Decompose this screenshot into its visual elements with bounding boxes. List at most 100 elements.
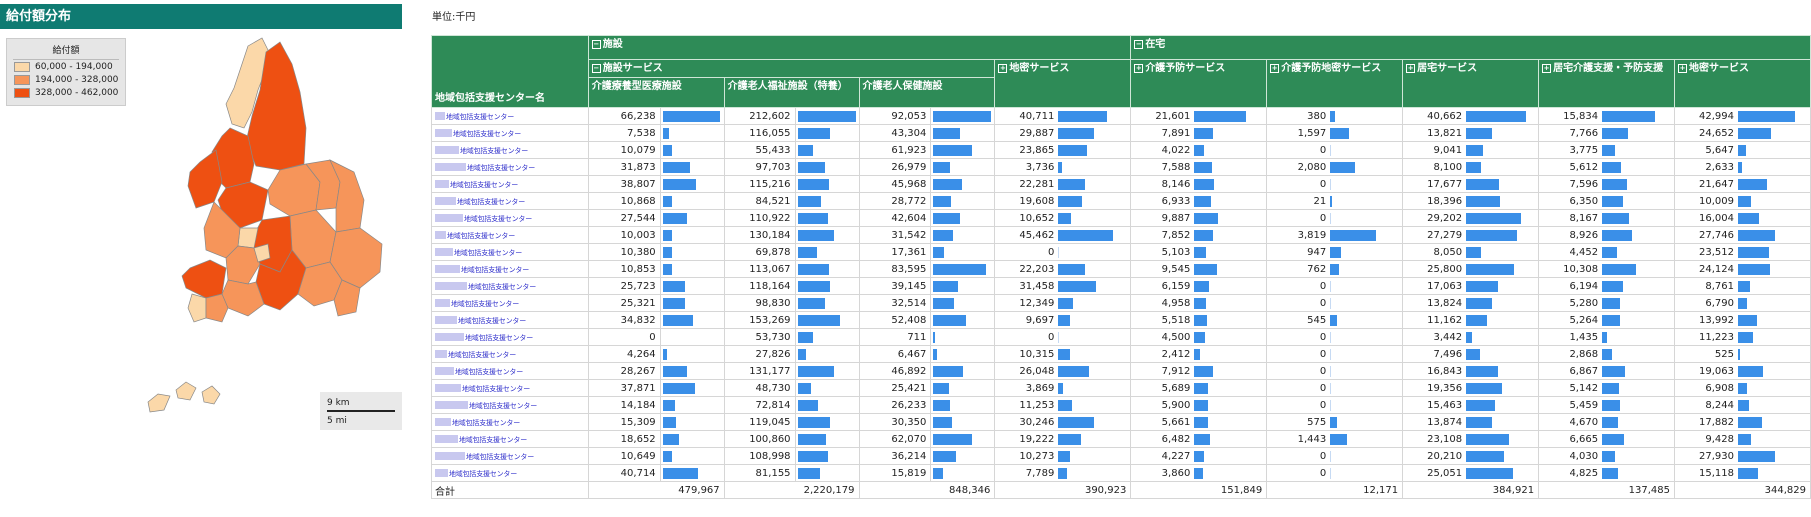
- center-name-link[interactable]: 地域包括支援センター: [431, 175, 589, 193]
- center-name-link[interactable]: 地域包括支援センター: [431, 277, 589, 295]
- center-name-link[interactable]: 地域包括支援センター: [431, 464, 589, 482]
- expand-icon[interactable]: +: [1542, 64, 1552, 73]
- expand-icon[interactable]: +: [1678, 64, 1687, 73]
- center-name-link[interactable]: 地域包括支援センター: [431, 447, 589, 465]
- center-name-link[interactable]: 地域包括支援センター: [431, 396, 589, 414]
- header-col-chiiki1[interactable]: + 地密サービス: [994, 59, 1132, 108]
- expand-icon[interactable]: +: [1406, 64, 1416, 73]
- cell-value: 32,514: [858, 294, 932, 312]
- expand-icon[interactable]: +: [998, 64, 1008, 73]
- choropleth-map[interactable]: [130, 32, 390, 432]
- center-name-link[interactable]: 地域包括支援センター: [431, 413, 589, 431]
- collapse-icon[interactable]: −: [1134, 40, 1144, 49]
- value-text: 3,819: [1297, 229, 1327, 241]
- map-region[interactable]: [217, 181, 269, 229]
- header-col-label: 居宅サービス: [1417, 63, 1478, 74]
- table-row: 地域包括支援センター 10,868 84,521 28,772 19,608 6,933 2…: [431, 192, 1811, 210]
- value-bar: [933, 161, 951, 173]
- header-group-home[interactable]: − 在宅: [1130, 35, 1811, 60]
- collapse-icon[interactable]: −: [591, 64, 601, 73]
- value-bar: [662, 263, 672, 275]
- map-region[interactable]: [333, 279, 361, 317]
- value-text: 8,167: [1569, 212, 1599, 224]
- value-text: 5,280: [1569, 297, 1599, 309]
- collapse-icon[interactable]: −: [591, 40, 601, 49]
- center-name-link[interactable]: 地域包括支援センター: [431, 124, 589, 142]
- center-name-text: 地域包括支援センター: [455, 367, 523, 376]
- cell-value: 10,649: [587, 447, 661, 465]
- redacted-name: [435, 230, 446, 239]
- map-region[interactable]: [253, 243, 271, 263]
- cell-value: 2,868: [1538, 345, 1675, 363]
- cell-value: 40,714: [587, 464, 661, 482]
- value-text: 13,821: [1427, 127, 1463, 139]
- cell-value: 3,442: [1402, 328, 1540, 346]
- center-name-link[interactable]: 地域包括支援センター: [431, 260, 589, 278]
- table-row: 地域包括支援センター 15,309 119,045 30,350 30,246 5,661…: [431, 413, 1811, 431]
- center-name-text: 地域包括支援センター: [459, 435, 527, 444]
- cell-value: 25,800: [1402, 260, 1540, 278]
- value-text: 4,452: [1569, 246, 1599, 258]
- header-col-yobo-chiiki[interactable]: + 介護予防地密サービス: [1266, 59, 1404, 108]
- value-text: 0: [1319, 297, 1327, 309]
- map-region[interactable]: [187, 149, 223, 209]
- header-col-yobo[interactable]: + 介護予防サービス: [1130, 59, 1268, 108]
- center-name-link[interactable]: 地域包括支援センター: [431, 430, 589, 448]
- map-region[interactable]: [181, 259, 227, 299]
- cell-value: 100,860: [723, 430, 796, 448]
- header-col-chiiki2[interactable]: + 地密サービス: [1674, 59, 1811, 108]
- value-bar: [1602, 110, 1656, 122]
- center-name-link[interactable]: 地域包括支援センター: [431, 379, 589, 397]
- center-name-link[interactable]: 地域包括支援センター: [431, 328, 589, 346]
- center-name-link[interactable]: 地域包括支援センター: [431, 192, 589, 210]
- cell-bar: [659, 175, 725, 193]
- map-region[interactable]: [147, 393, 171, 413]
- cell-value: 31,458: [994, 277, 1132, 295]
- center-name-text: 地域包括支援センター: [469, 401, 537, 410]
- center-name-link[interactable]: 地域包括支援センター: [431, 243, 589, 261]
- map-region[interactable]: [187, 293, 207, 323]
- cell-value: 153,269: [723, 311, 796, 329]
- cell-value: 6,482: [1130, 430, 1268, 448]
- value-bar: [662, 433, 679, 445]
- center-name-link[interactable]: 地域包括支援センター: [431, 141, 589, 159]
- map-region[interactable]: [175, 381, 197, 401]
- center-name-link[interactable]: 地域包括支援センター: [431, 209, 589, 227]
- header-sub-facility-service[interactable]: − 施設サービス: [587, 59, 996, 78]
- value-bar: [933, 127, 961, 139]
- center-name-link[interactable]: 地域包括支援センター: [431, 294, 589, 312]
- value-text: 4,500: [1161, 331, 1191, 343]
- value-bar: [662, 450, 672, 462]
- value-text: 27,279: [1427, 229, 1463, 241]
- center-name-link[interactable]: 地域包括支援センター: [431, 226, 589, 244]
- value-text: 6,159: [1161, 280, 1191, 292]
- cell-value: 25,321: [587, 294, 661, 312]
- legend-swatch: [14, 61, 30, 72]
- map-region[interactable]: [205, 293, 229, 323]
- cell-bar: [930, 328, 996, 346]
- center-name-link[interactable]: 地域包括支援センター: [431, 158, 589, 176]
- map-region[interactable]: [201, 385, 221, 405]
- header-col-kyotaku-shien[interactable]: + 居宅介護支援・予防支援: [1538, 59, 1675, 108]
- center-name-link[interactable]: 地域包括支援センター: [431, 345, 589, 363]
- cell-value: 1,435: [1538, 328, 1675, 346]
- value-bar: [933, 331, 936, 343]
- center-name-link[interactable]: 地域包括支援センター: [431, 311, 589, 329]
- cell-value: 61,923: [858, 141, 932, 159]
- total-value: 2,220,179: [723, 481, 860, 499]
- cell-value: 42,604: [858, 209, 932, 227]
- value-text: 19,608: [1019, 195, 1055, 207]
- value-bar: [1602, 450, 1616, 462]
- value-text: 17,063: [1427, 280, 1463, 292]
- value-text: 21,601: [1155, 110, 1191, 122]
- expand-icon[interactable]: +: [1134, 64, 1144, 73]
- header-group-facility[interactable]: − 施設: [587, 35, 1132, 60]
- center-name-link[interactable]: 地域包括支援センター: [431, 362, 589, 380]
- expand-icon[interactable]: +: [1270, 64, 1280, 73]
- value-bar: [1058, 399, 1073, 411]
- value-text: 8,244: [1705, 399, 1734, 411]
- cell-value: 2,412: [1130, 345, 1268, 363]
- header-col-kyotaku[interactable]: + 居宅サービス: [1402, 59, 1540, 108]
- value-bar: [1466, 365, 1499, 377]
- center-name-link[interactable]: 地域包括支援センター: [431, 107, 589, 125]
